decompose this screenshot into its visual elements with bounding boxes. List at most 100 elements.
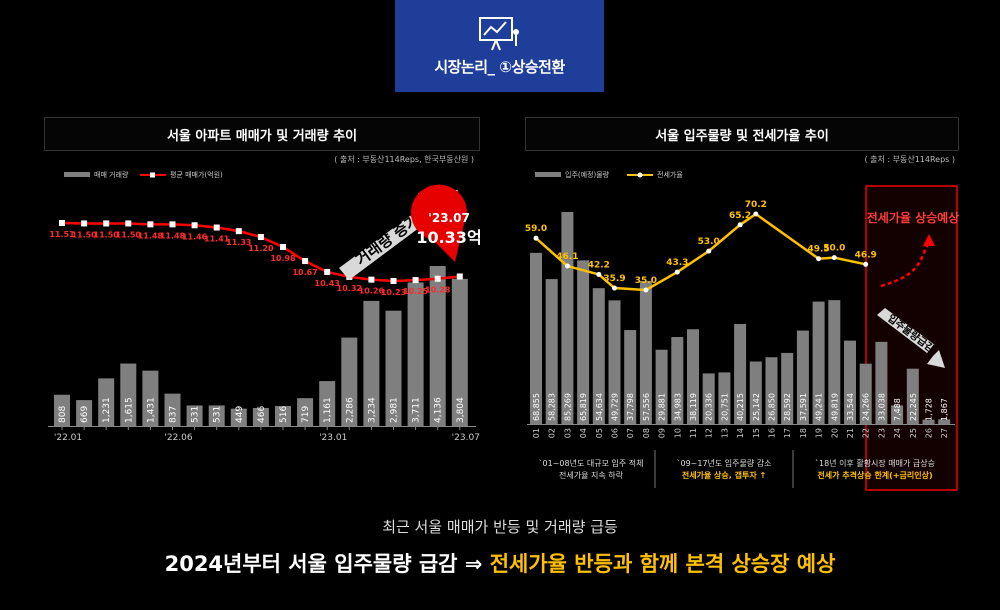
x-tick-label-2: 15 xyxy=(752,428,761,438)
bar xyxy=(142,370,159,426)
presentation-chart-icon xyxy=(478,16,519,50)
bar-2 xyxy=(639,280,652,424)
bar-2 xyxy=(592,288,605,424)
price-point xyxy=(434,275,441,282)
bar xyxy=(120,363,137,426)
note-1-line2: 전세가율 지속 하락 xyxy=(559,470,624,480)
bar xyxy=(451,278,468,426)
bar-label-2: 49,729 xyxy=(611,393,620,421)
bar-label-2: 20,751 xyxy=(720,393,729,421)
jeonse-label: 70.2 xyxy=(745,200,767,210)
legend-line-marker-2 xyxy=(637,172,643,178)
price-point xyxy=(280,244,286,251)
bar-label-2: 40,215 xyxy=(736,393,745,421)
bar-label-2: 25,142 xyxy=(752,393,761,421)
bar xyxy=(186,405,203,426)
bar-label: 531 xyxy=(191,406,201,423)
bar-2 xyxy=(796,330,809,424)
bar-label-2: 34,983 xyxy=(673,393,682,421)
bar-label: 669 xyxy=(80,406,90,423)
price-label: 11.50 xyxy=(116,230,142,239)
bar-2 xyxy=(545,279,558,424)
jeonse-point xyxy=(564,263,570,269)
bar-2 xyxy=(749,361,762,424)
bar-2 xyxy=(655,349,668,424)
jeonse-label: 42.2 xyxy=(588,260,610,270)
bar-label: 466 xyxy=(257,406,267,423)
bar-label-2: 58,283 xyxy=(548,393,557,421)
price-point xyxy=(302,258,309,265)
bar-2 xyxy=(561,212,574,424)
bar-label-2: 49,241 xyxy=(815,393,824,421)
bar-2 xyxy=(608,300,621,424)
bar-label-2: 37,798 xyxy=(626,393,635,421)
price-point xyxy=(103,220,110,227)
x-tick-label-2: 21 xyxy=(846,428,855,438)
bar-2 xyxy=(812,301,825,424)
jeonse-point xyxy=(674,269,680,275)
bar-label: 516 xyxy=(279,406,289,423)
bar-2 xyxy=(938,419,951,424)
summary-line-2: 2024년부터 서울 입주물량 급감 ⇒ 전세가율 반등과 함께 본격 상승장 … xyxy=(0,548,1000,578)
summary-line-1: 최근 서울 매매가 반등 및 거래량 급등 xyxy=(382,518,618,536)
x-tick-label-2: 19 xyxy=(815,428,824,438)
summary-yellow: 전세가율 반등과 함께 본격 상승장 예상 xyxy=(489,552,836,576)
price-point xyxy=(147,221,154,228)
price-label: 11.51 xyxy=(49,230,75,239)
x-tick-label-2: 09 xyxy=(658,428,667,438)
jeonse-label: 35.0 xyxy=(635,276,657,286)
jeonse-label: 50.0 xyxy=(823,244,845,254)
bar-2 xyxy=(687,329,699,424)
jeonse-label: 46.9 xyxy=(855,250,877,260)
price-point xyxy=(81,220,88,227)
x-tick-label: '23.07 xyxy=(452,433,480,443)
price-label: 10.28 xyxy=(425,286,451,295)
note-1-line1: `01~08년도 대규모 입주 적체 xyxy=(539,458,644,468)
x-tick-label-2: 13 xyxy=(720,428,729,438)
right-chart-title: 서울 입주물량 및 전세가율 추이 xyxy=(525,117,959,151)
price-point xyxy=(125,220,132,227)
bar-2 xyxy=(577,260,590,424)
jeonse-point xyxy=(863,261,869,267)
bar-2 xyxy=(624,330,637,424)
price-point xyxy=(456,273,463,280)
bar-label-2: 33,038 xyxy=(877,393,886,421)
bar-label-2: 1,867 xyxy=(940,398,949,421)
legend-line-marker xyxy=(150,172,155,178)
right-chart: ( 출처 : 부동산114Reps ) 입주(예정)물량 전세가율 68,855… xyxy=(525,154,959,491)
x-tick-label-2: 16 xyxy=(768,428,777,438)
x-tick-label-2: 18 xyxy=(799,428,808,438)
bar-2 xyxy=(891,405,904,424)
bar-label-2: 68,855 xyxy=(532,393,541,421)
bar xyxy=(407,282,424,426)
bar-2 xyxy=(828,300,841,424)
bar-label: 4,136 xyxy=(434,397,444,423)
x-tick-label-2: 08 xyxy=(642,428,651,438)
jeonse-point xyxy=(737,222,743,228)
bar-label: 1,231 xyxy=(102,397,112,423)
legend-line-label-2: 전세가율 xyxy=(657,170,683,179)
bar-2 xyxy=(781,352,794,424)
left-chart-title: 서울 아파트 매매가 및 거래량 추이 xyxy=(44,117,480,151)
note-2-line1: `09~17년도 입주물량 감소 xyxy=(676,458,771,468)
bar-2 xyxy=(530,252,542,424)
note-3-line2: 전세가 추격상승 한계(+금리인상) xyxy=(817,470,932,480)
bar xyxy=(385,310,402,426)
bar xyxy=(164,393,181,426)
jeonse-point xyxy=(596,271,602,277)
price-point xyxy=(59,220,65,226)
callout-date: '23.07 xyxy=(428,211,470,225)
x-tick-label-2: 23 xyxy=(877,428,886,438)
bar-2 xyxy=(734,324,747,424)
bar xyxy=(319,381,336,426)
price-label: 11.50 xyxy=(71,230,97,239)
callout-value: 10.33억 xyxy=(416,228,480,247)
bar xyxy=(363,300,380,426)
price-point xyxy=(257,234,264,241)
jeonse-label: 46.1 xyxy=(556,252,578,262)
bar-label-2: 26,850 xyxy=(768,393,777,421)
price-label: 11.46 xyxy=(182,232,208,241)
x-tick-label-2: 04 xyxy=(579,428,588,438)
x-tick-label: '22.06 xyxy=(164,433,193,443)
jeonse-point xyxy=(706,248,712,254)
